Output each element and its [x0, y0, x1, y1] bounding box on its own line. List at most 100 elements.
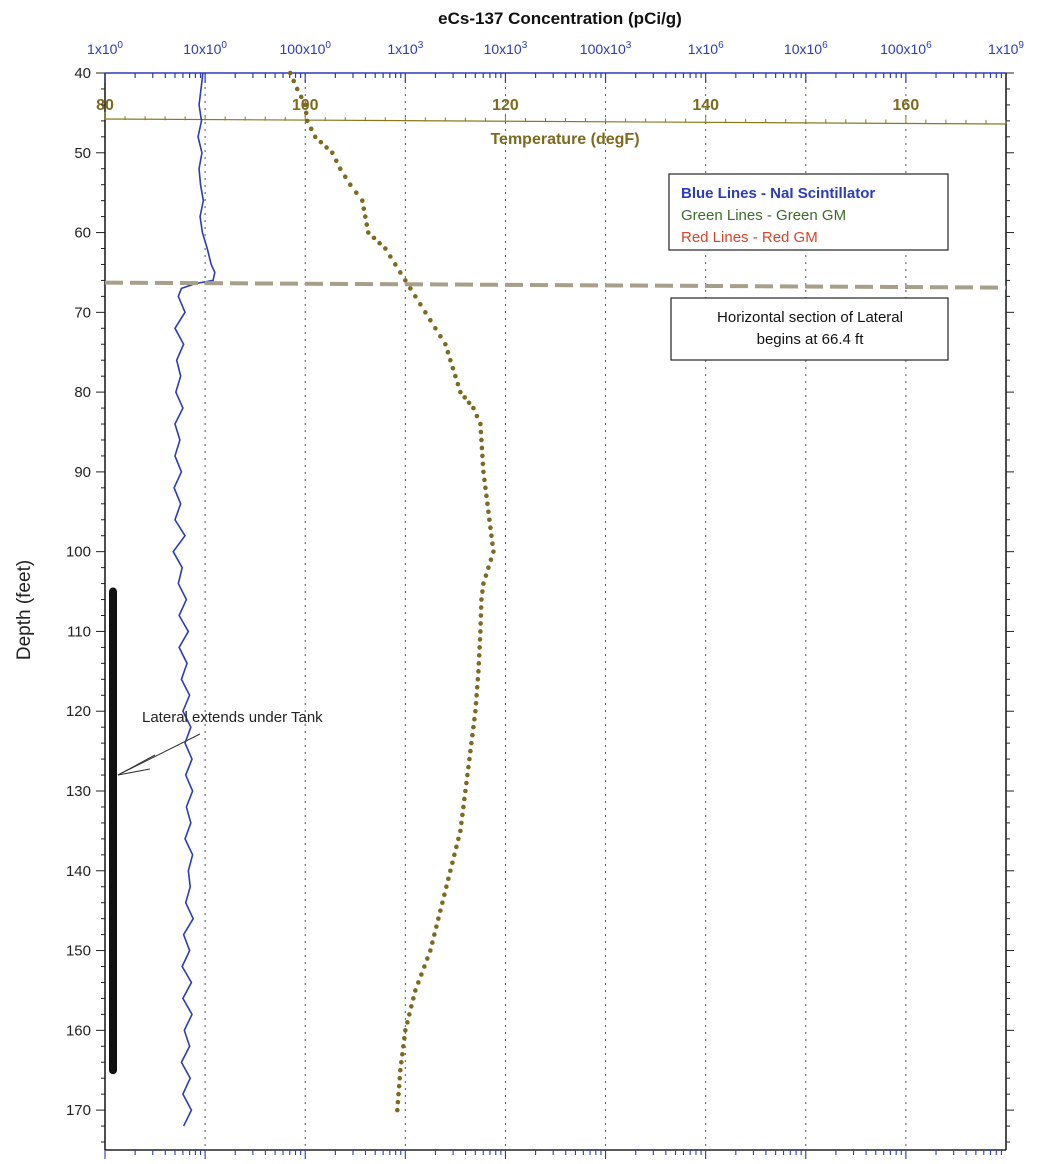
- plot-frame: [104, 72, 1007, 1151]
- temperature-axis-tick-label: 120: [492, 97, 519, 114]
- legend-entry: Blue Lines - NaI Scintillator: [681, 185, 875, 202]
- temperature-point: [456, 836, 461, 842]
- temperature-point: [477, 645, 482, 650]
- temperature-point: [395, 1107, 400, 1113]
- y-axis-label: Depth (feet): [14, 560, 35, 660]
- temperature-point: [488, 525, 493, 531]
- temperature-axis-ticks: 80100120140160: [96, 97, 1007, 124]
- temperature-point: [482, 477, 487, 483]
- temperature-point: [450, 365, 456, 371]
- temperature-point: [476, 661, 482, 666]
- top-axis-tick-label: 1x109: [988, 40, 1024, 57]
- legend-entry: Red Lines - Red GM: [681, 229, 818, 246]
- temperature-point: [308, 126, 314, 132]
- under-tank-arrow-head: [117, 754, 156, 776]
- temperature-point: [395, 1099, 401, 1105]
- temperature-point: [481, 469, 486, 475]
- temperature-point: [291, 78, 297, 84]
- temperature-point: [463, 788, 468, 794]
- temperature-point: [484, 493, 489, 499]
- depth-axis-tick-label: 40: [74, 65, 91, 82]
- temperature-point: [452, 852, 457, 858]
- temperature-point: [478, 605, 484, 610]
- temperature-point: [464, 780, 469, 786]
- temperature-point: [428, 318, 433, 323]
- temperature-point: [333, 158, 339, 164]
- temperature-point: [483, 485, 488, 491]
- temperature-point: [433, 325, 438, 331]
- temperature-point: [455, 381, 461, 387]
- temperature-point: [393, 262, 398, 267]
- depth-axis-tick-label: 50: [74, 145, 91, 162]
- temperature-point: [418, 302, 423, 307]
- lateral-annotation-box: [670, 297, 949, 361]
- temperature-point: [298, 94, 304, 100]
- temperature-point: [486, 565, 491, 570]
- temperature-point: [402, 1036, 407, 1041]
- temperature-point: [438, 333, 443, 339]
- temperature-point: [476, 653, 482, 658]
- temperature-point: [460, 812, 465, 818]
- top-axis-tick-label: 100x103: [580, 40, 632, 57]
- lateral-start-line: [104, 280, 1007, 290]
- temperature-point: [471, 405, 476, 411]
- depth-axis-tick-label: 110: [67, 623, 91, 640]
- temperature-point: [458, 828, 463, 834]
- temperature-point: [405, 1020, 410, 1025]
- temperature-point: [469, 740, 474, 746]
- temperature-point: [434, 924, 439, 929]
- temperature-point: [478, 621, 483, 626]
- temperature-point: [430, 940, 435, 945]
- temperature-point: [448, 357, 453, 363]
- temperature-point: [473, 700, 479, 706]
- temperature-point: [436, 916, 441, 921]
- temperature-point: [416, 980, 421, 985]
- temperature-point: [480, 453, 485, 459]
- temperature-point: [461, 804, 466, 810]
- temperature-point: [403, 1028, 408, 1033]
- depth-axis-tick-label: 90: [74, 464, 91, 481]
- temperature-point: [304, 118, 310, 124]
- legend-box: [668, 173, 949, 251]
- legend-entry: Green Lines - Green GM: [681, 207, 846, 224]
- temperature-point: [398, 270, 403, 275]
- grid-lines: [204, 73, 907, 1150]
- temperature-point: [446, 876, 451, 882]
- temperature-point: [465, 772, 470, 778]
- top-axis-tick-label: 100x106: [880, 40, 932, 57]
- depth-axis-tick-label: 70: [74, 304, 91, 321]
- temperature-point: [383, 246, 388, 251]
- temperature-point: [462, 395, 468, 400]
- temperature-point: [324, 145, 329, 150]
- temperature-point: [398, 1067, 403, 1073]
- temperature-point: [454, 844, 459, 850]
- depth-axis-ticks: 40 50 60 70 80 90 100 110 120 130 140 150 160 170: [66, 65, 1014, 1143]
- temperature-point: [287, 70, 293, 76]
- temperature-axis-tick-label: 80: [96, 97, 114, 114]
- temperature-point: [432, 932, 437, 937]
- temperature-axis-label: Temperature (degF): [490, 131, 639, 148]
- top-axis-tick-label: 1x106: [688, 40, 724, 57]
- temperature-point: [445, 349, 451, 355]
- temperature-point: [377, 240, 382, 246]
- temperature-point: [450, 860, 455, 866]
- top-axis-tick-label: 10x100: [183, 40, 227, 57]
- depth-axis-tick-label: 60: [74, 225, 91, 242]
- temperature-point: [361, 206, 367, 211]
- top-axis-tick-label: 1x103: [387, 40, 423, 57]
- temperature-point: [294, 86, 300, 92]
- temperature-point: [353, 190, 359, 195]
- temperature-point: [347, 182, 353, 187]
- temperature-point: [422, 964, 427, 969]
- top-axis-tick-label: 1x100: [87, 40, 123, 57]
- depth-axis-tick-label: 150: [66, 943, 91, 960]
- temperature-point: [462, 796, 467, 802]
- lateral-annotation-text: Horizontal section of Lateral: [717, 309, 903, 326]
- temperature-point: [488, 557, 494, 562]
- temperature-point: [471, 724, 476, 730]
- temperature-point: [466, 400, 472, 406]
- temperature-point: [490, 541, 495, 546]
- temperature-point: [473, 708, 478, 714]
- temperature-point: [413, 988, 418, 993]
